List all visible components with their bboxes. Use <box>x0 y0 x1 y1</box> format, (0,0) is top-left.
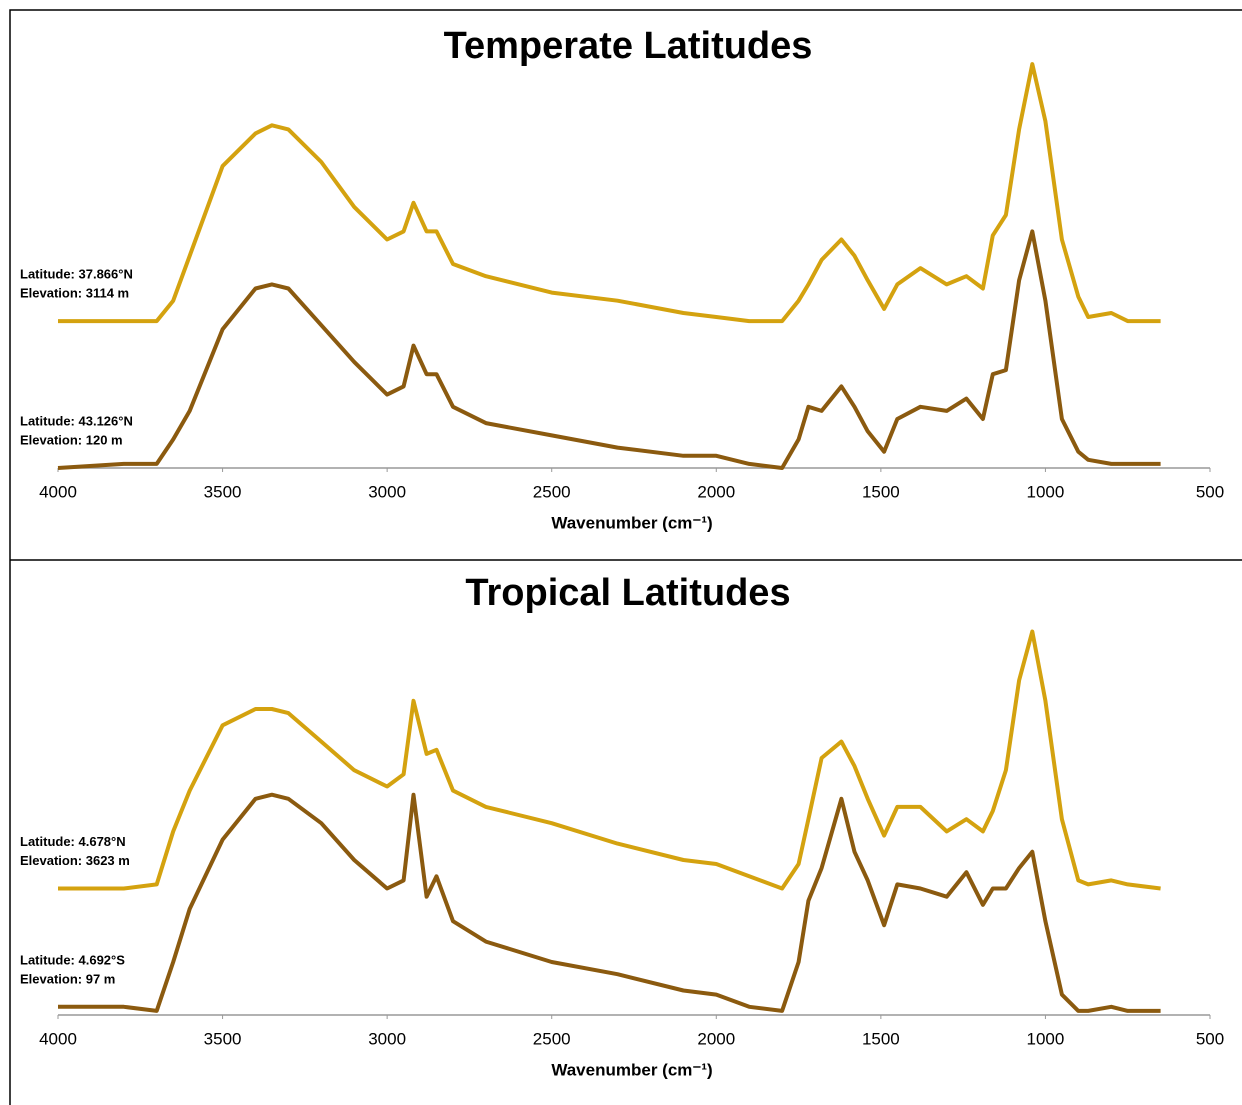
x-tick-label: 1000 <box>1027 1029 1065 1048</box>
x-tick-label: 1000 <box>1027 482 1065 501</box>
x-tick-label: 4000 <box>39 1029 77 1048</box>
x-tick-label: 3000 <box>368 1029 406 1048</box>
series-elevation: Elevation: 3623 m <box>20 853 130 868</box>
x-tick-label: 1500 <box>862 482 900 501</box>
spectrum-line <box>58 629 1161 891</box>
chart-title: Temperate Latitudes <box>444 25 813 67</box>
chart-panel: Temperate Latitudes 4000 3500 3000 2500 2000 1… <box>20 25 1224 532</box>
x-tick-label: 500 <box>1196 1029 1224 1048</box>
x-tick-label: 3500 <box>204 1029 242 1048</box>
x-axis-title: Wavenumber (cm⁻¹) <box>551 1060 712 1079</box>
series-elevation: Elevation: 97 m <box>20 971 115 986</box>
spectrum-line <box>57 229 1161 470</box>
x-tick-label: 1500 <box>862 1029 900 1048</box>
series-label: Latitude: 43.126°N <box>20 413 133 428</box>
x-tick-label: 2000 <box>697 1029 735 1048</box>
chart-title: Tropical Latitudes <box>465 572 790 614</box>
x-tick-label: 4000 <box>39 482 77 501</box>
x-tick-label: 2500 <box>533 1029 571 1048</box>
series-elevation: Elevation: 120 m <box>20 432 123 447</box>
series-label: Latitude: 4.678°N <box>20 834 126 849</box>
series-label: Latitude: 37.866°N <box>20 267 133 282</box>
x-tick-label: 2000 <box>697 482 735 501</box>
series-elevation: Elevation: 3114 m <box>20 286 129 301</box>
x-tick-label: 500 <box>1196 482 1224 501</box>
spectrum-line <box>58 62 1161 324</box>
outer-frame <box>9 9 1242 1105</box>
x-tick-label: 3000 <box>368 482 406 501</box>
series-label: Latitude: 4.692°S <box>20 952 125 967</box>
spectrum-line <box>58 792 1161 1013</box>
x-tick-label: 3500 <box>204 482 242 501</box>
x-tick-label: 2500 <box>533 482 571 501</box>
chart-panel: Tropical Latitudes 4000 3500 3000 2500 2000 15… <box>20 572 1224 1079</box>
x-axis-title: Wavenumber (cm⁻¹) <box>551 513 712 532</box>
